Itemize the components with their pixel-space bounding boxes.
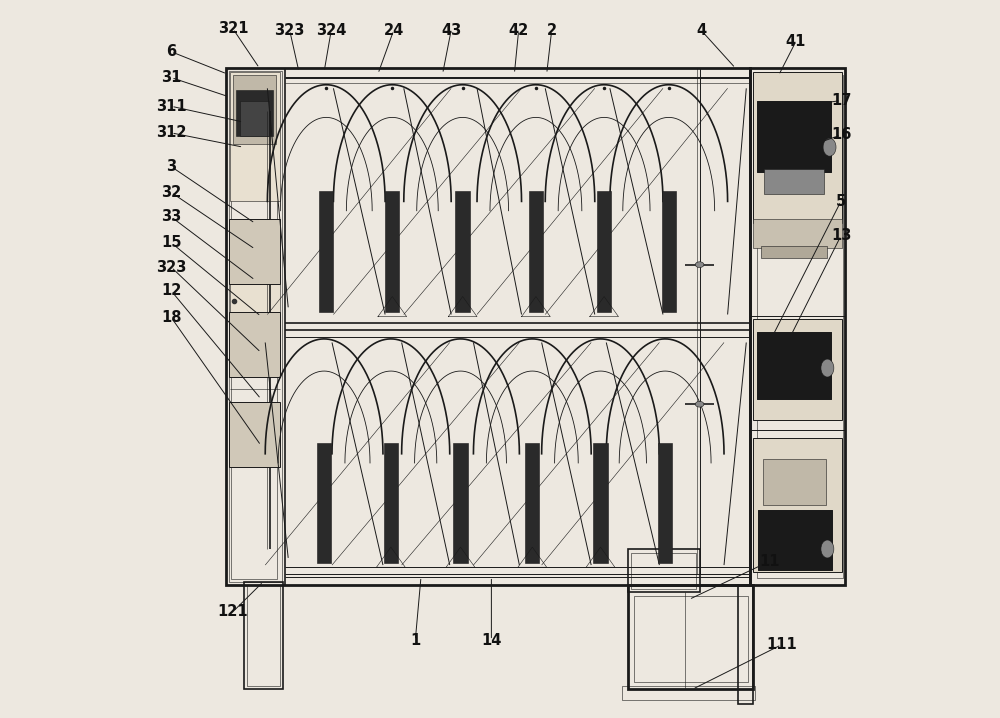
Text: 24: 24 [384,23,404,37]
Ellipse shape [695,262,704,268]
Bar [758,510,832,569]
Bar [385,191,399,312]
Text: 32: 32 [161,185,181,200]
Bar [763,459,826,505]
Bar [453,444,468,563]
Text: 111: 111 [766,638,797,652]
Bar [757,101,831,172]
Bar [753,219,842,248]
Text: 321: 321 [218,22,248,36]
Text: 1: 1 [410,633,420,648]
Text: 14: 14 [481,633,502,648]
Text: 43: 43 [441,23,461,37]
Bar [247,585,280,686]
Bar [634,596,748,682]
Bar [593,444,608,563]
Bar [738,585,753,704]
Bar [229,71,282,582]
Bar [229,312,280,377]
Bar [628,549,700,592]
Bar [525,444,539,563]
Bar [753,72,842,223]
Bar [230,72,280,201]
Bar [757,332,831,399]
Text: 323: 323 [156,260,186,274]
Bar [628,585,753,689]
Bar [529,191,543,312]
Bar [236,90,273,136]
Text: 3: 3 [166,159,176,174]
Bar [662,191,676,312]
Ellipse shape [695,401,704,407]
Bar [757,75,843,578]
Bar [631,553,696,589]
Text: 4: 4 [696,23,706,37]
Bar [761,246,827,258]
Bar [757,332,831,399]
Bar [753,438,842,572]
Text: 323: 323 [274,23,305,37]
Bar [658,444,672,563]
Text: 17: 17 [831,93,851,108]
Text: 2: 2 [547,23,557,37]
Text: 324: 324 [316,23,346,37]
Bar [240,101,269,136]
Bar [231,74,277,579]
Bar [764,169,824,194]
Text: 18: 18 [161,310,181,325]
Bar [233,75,276,144]
Bar [758,510,832,569]
Text: 312: 312 [156,126,186,140]
Text: 11: 11 [759,554,780,569]
Text: 41: 41 [786,34,806,49]
Text: 311: 311 [156,99,186,113]
Bar [384,444,398,563]
Text: 33: 33 [161,210,181,224]
Bar [455,191,470,312]
Text: 12: 12 [161,284,181,298]
Text: 13: 13 [831,228,851,243]
Bar [753,319,842,420]
Bar [229,402,280,467]
Bar [229,219,280,284]
Bar [750,68,845,585]
Text: 16: 16 [831,128,851,142]
Text: 121: 121 [218,605,248,619]
Bar [319,191,333,312]
Bar [757,101,831,172]
Bar [244,582,283,689]
Bar [622,686,755,700]
Bar [597,191,611,312]
Text: 31: 31 [161,70,181,85]
Text: 42: 42 [509,23,529,37]
Ellipse shape [821,359,834,377]
Ellipse shape [823,138,836,156]
Bar [226,68,750,585]
Ellipse shape [821,540,834,558]
Text: 6: 6 [166,45,176,59]
Text: 15: 15 [161,236,181,250]
Bar [230,282,280,368]
Text: 5: 5 [836,194,846,208]
Bar [317,444,331,563]
